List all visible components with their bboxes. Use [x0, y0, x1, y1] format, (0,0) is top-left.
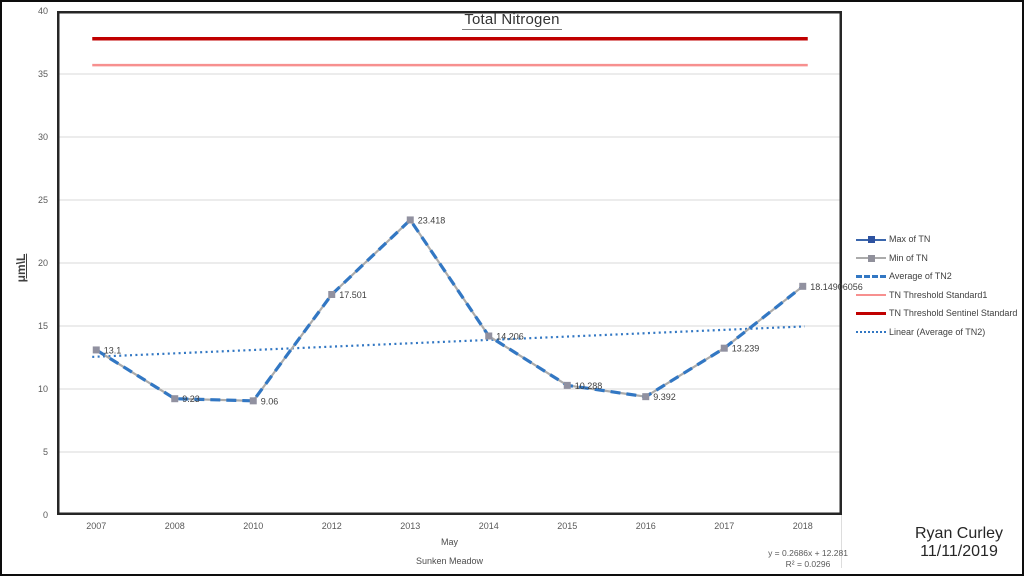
trendline[interactable]	[92, 325, 805, 358]
data-label: 10.288	[575, 381, 603, 391]
y-axis-title: μm\L	[14, 253, 28, 283]
data-point-marker[interactable]	[328, 290, 336, 298]
legend-swatch	[856, 309, 886, 318]
x-tick-label: 2008	[165, 521, 185, 531]
data-point-marker[interactable]	[485, 332, 493, 340]
y-tick-label: 30	[38, 132, 48, 142]
series-average-line[interactable]	[95, 217, 804, 403]
legend-item-max-of-tn[interactable]: Max of TN	[856, 235, 1017, 244]
legend-label: Max of TN	[889, 234, 931, 244]
x-tick-label: 2010	[243, 521, 263, 531]
data-point-marker[interactable]	[406, 216, 414, 224]
legend-label: TN Threshold Sentinel Standard	[889, 308, 1018, 318]
x-axis-site-label: Sunken Meadow	[415, 556, 484, 566]
chart-title: Total Nitrogen	[0, 11, 1024, 30]
x-tick-label: 2013	[400, 521, 420, 531]
plot-border	[57, 11, 842, 515]
x-tick-label: 2016	[636, 521, 656, 531]
trendline-equation-line1: y = 0.2686x + 12.281	[768, 548, 848, 558]
data-point-marker[interactable]	[171, 395, 179, 403]
y-tick-label: 35	[38, 69, 48, 79]
data-label: 9.06	[261, 396, 279, 406]
data-label: 14.206	[496, 332, 524, 342]
data-point-marker[interactable]	[563, 381, 571, 389]
y-tick-label: 25	[38, 195, 48, 205]
x-tick-label: 2007	[86, 521, 106, 531]
x-tick-label: 2014	[479, 521, 499, 531]
author-name: Ryan Curley	[914, 525, 1004, 542]
legend-item-tn-threshold-sentinel-standard[interactable]: TN Threshold Sentinel Standard	[856, 309, 1017, 318]
x-tick-label: 2015	[557, 521, 577, 531]
x-tick-label: 2012	[322, 521, 342, 531]
x-axis-group-label: May	[440, 537, 458, 547]
chart-title-text: Total Nitrogen	[462, 11, 562, 30]
trendline-equation: y = 0.2686x + 12.281 R² = 0.0296	[728, 548, 888, 570]
legend-swatch	[856, 254, 886, 263]
legend-label: Linear (Average of TN2)	[889, 326, 986, 337]
legend-label: Average of TN2	[889, 271, 952, 281]
legend-swatch	[856, 235, 886, 244]
data-label: 13.1	[104, 345, 122, 355]
legend-swatch	[856, 328, 886, 337]
data-label: 18.14906056	[810, 282, 863, 292]
legend: Max of TN Min of TN Average of TN2 TN Thres…	[856, 235, 1017, 337]
legend-item-average-of-tn2[interactable]: Average of TN2	[856, 272, 1017, 281]
data-point-marker[interactable]	[249, 397, 257, 405]
legend-marker	[867, 254, 875, 262]
data-label: 9.392	[653, 392, 676, 402]
data-point-marker[interactable]	[720, 344, 728, 352]
legend-item-linear-average-of-tn2-[interactable]: Linear (Average of TN2)	[856, 326, 1017, 337]
legend-label: Min of TN	[889, 252, 928, 263]
legend-item-min-of-tn[interactable]: Min of TN	[856, 252, 1017, 263]
legend-item-tn-threshold-standard1[interactable]: TN Threshold Standard1	[856, 289, 1017, 300]
legend-marker	[867, 236, 875, 243]
data-point-marker[interactable]	[799, 282, 807, 290]
data-label: 13.239	[732, 344, 760, 354]
data-label: 9.23	[182, 394, 200, 404]
y-tick-label: 5	[43, 447, 48, 457]
author-block: Ryan Curley 11/11/2019	[886, 525, 1024, 560]
y-tick-label: 40	[38, 6, 48, 16]
data-label: 23.418	[418, 215, 446, 225]
author-date: 11/11/2019	[920, 542, 998, 560]
y-tick-label: 10	[38, 384, 48, 394]
data-point-marker[interactable]	[642, 393, 650, 401]
legend-swatch	[856, 291, 886, 300]
y-tick-label: 0	[43, 510, 48, 520]
y-tick-label: 20	[38, 258, 48, 268]
x-tick-label: 2017	[714, 521, 734, 531]
trendline-r-squared: R² = 0.0296	[785, 559, 831, 569]
legend-swatch	[856, 272, 886, 281]
y-tick-label: 15	[38, 321, 48, 331]
x-tick-label: 2018	[793, 521, 813, 531]
data-label: 17.501	[339, 290, 367, 300]
series-min-max-line[interactable]	[95, 218, 804, 402]
data-point-marker[interactable]	[92, 346, 100, 354]
legend-label: TN Threshold Standard1	[889, 289, 988, 300]
